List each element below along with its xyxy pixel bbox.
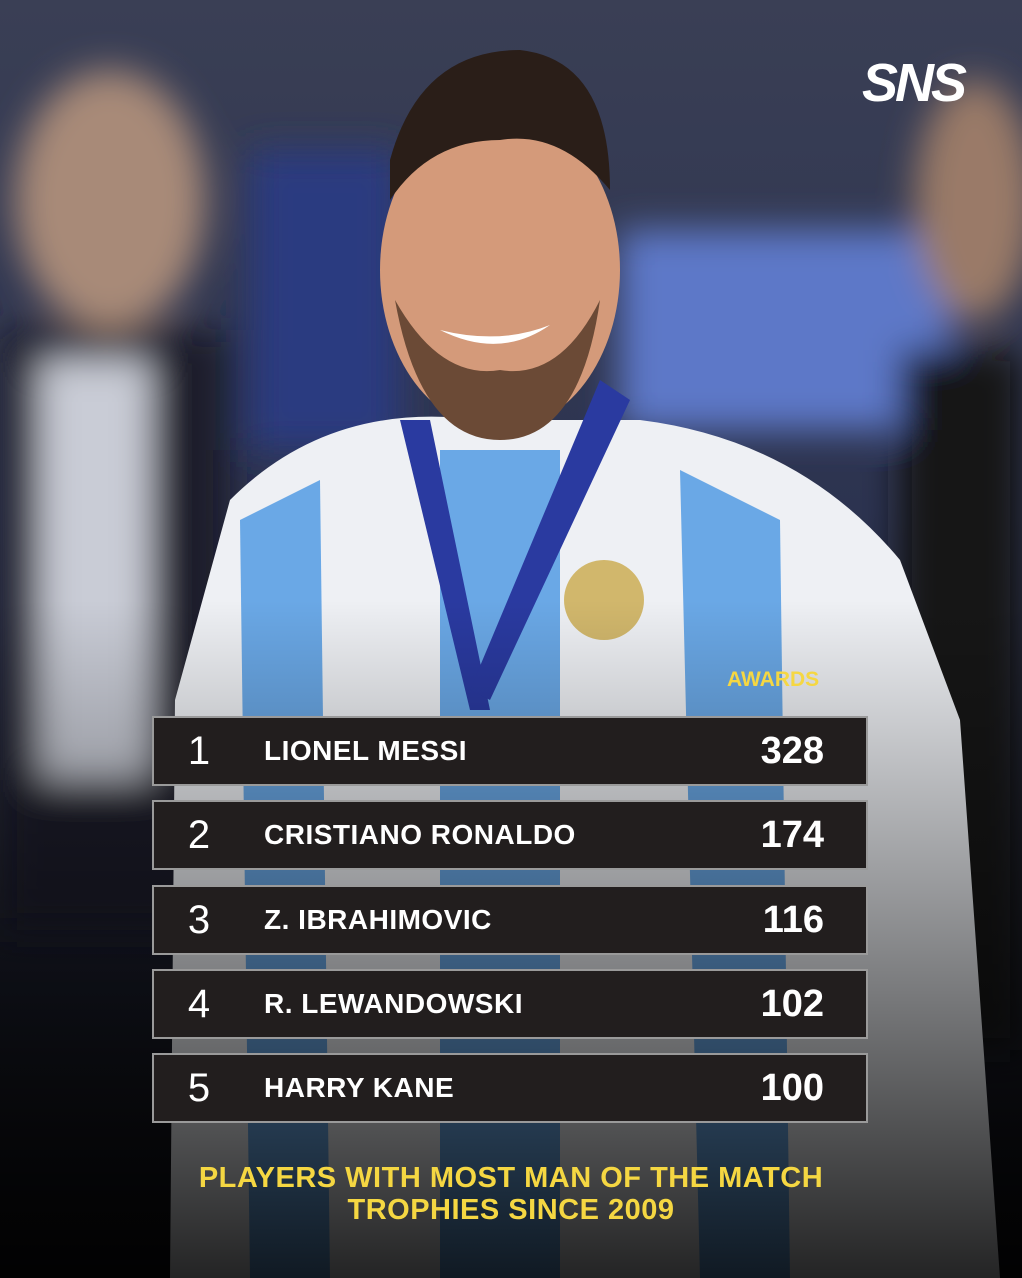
player-name: R. LEWANDOWSKI <box>264 987 523 1019</box>
rank: 4 <box>187 981 211 1026</box>
caption-line: TROPHIES SINCE 2009 <box>347 1194 675 1226</box>
caption-line: PLAYERS WITH MOST MAN OF THE MATCH <box>198 1162 824 1194</box>
table-row: 5 HARRY KANE 100 <box>152 1053 868 1124</box>
rank: 1 <box>187 729 211 773</box>
table-row: 3 Z. IBRAHIMOVIC 116 <box>152 884 868 955</box>
table-row: 2 CRISTIANO RONALDO 174 <box>152 800 868 871</box>
player-name: CRISTIANO RONALDO <box>264 819 576 851</box>
rank: 5 <box>187 1066 211 1111</box>
player-name: LIONEL MESSI <box>264 735 468 766</box>
player-name: HARRY KANE <box>264 1072 455 1104</box>
column-header: AWARDS <box>727 668 820 691</box>
rank: 2 <box>187 813 211 858</box>
award-count: 116 <box>762 898 824 941</box>
rank: 3 <box>187 897 211 942</box>
award-count: 174 <box>760 814 824 857</box>
logo: SNS <box>861 53 967 113</box>
award-count: 100 <box>760 1067 824 1110</box>
award-count: 328 <box>760 730 824 772</box>
table-row: 1 LIONEL MESSI 328 <box>152 716 868 786</box>
table-row: 4 R. LEWANDOWSKI 102 <box>152 968 868 1039</box>
award-count: 102 <box>760 982 824 1025</box>
player-name: Z. IBRAHIMOVIC <box>264 903 492 935</box>
